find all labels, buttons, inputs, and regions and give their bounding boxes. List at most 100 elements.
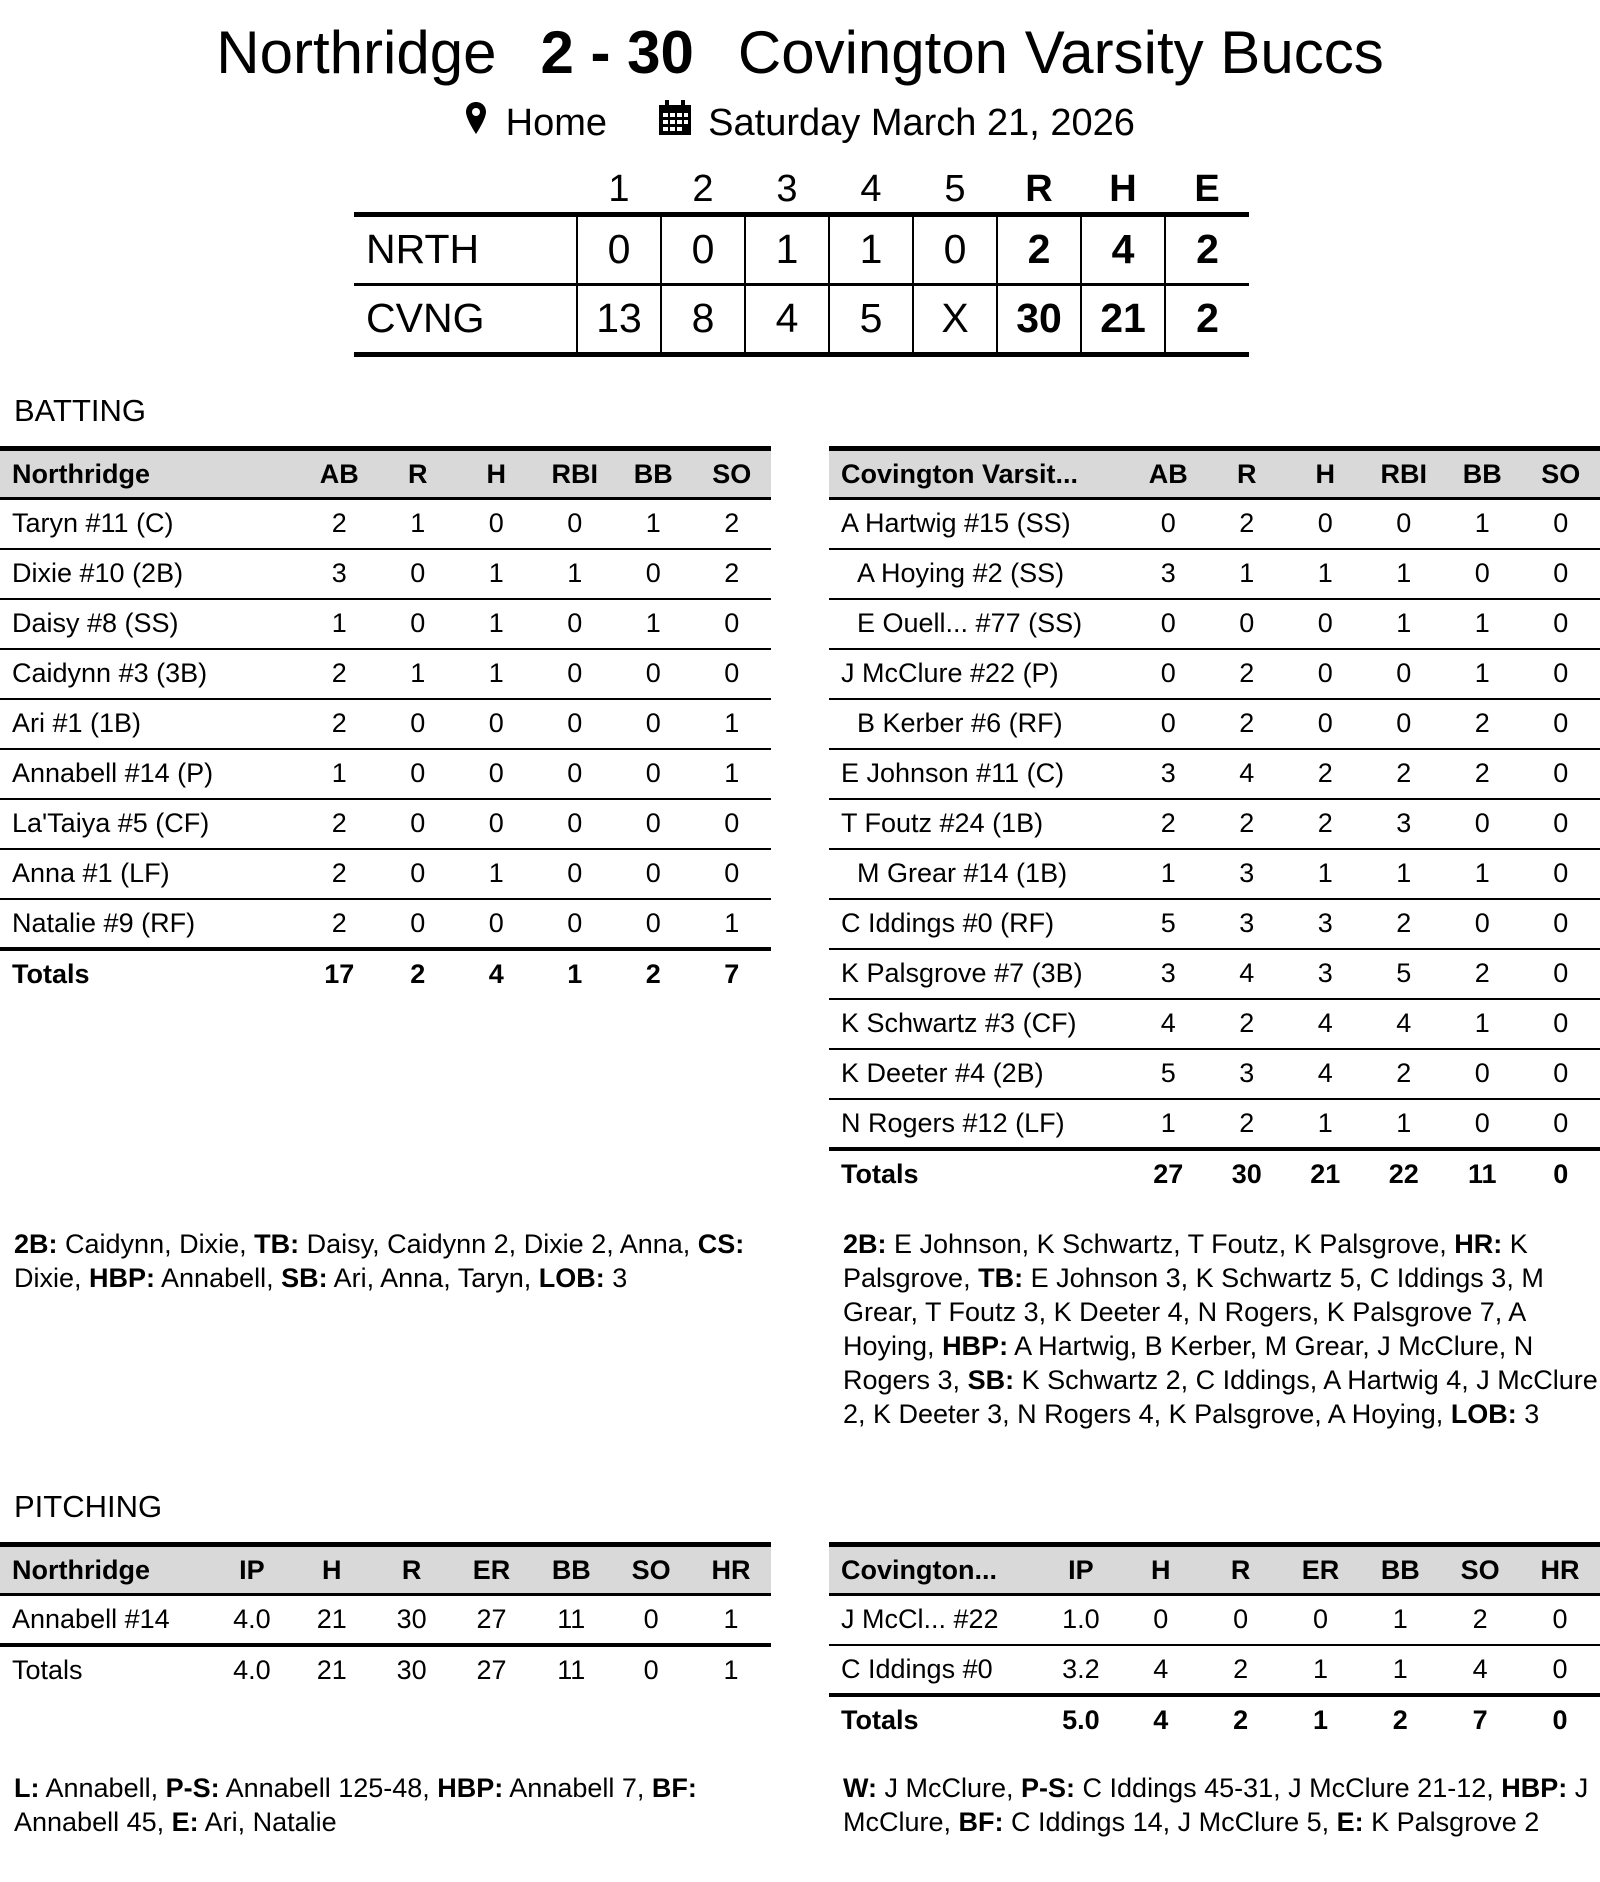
totals-row: Totals 5.0 4 2 1 2 7 0 <box>829 1692 1600 1745</box>
stat-cell: 0 <box>614 648 693 700</box>
stat-cell: 2 <box>1443 698 1522 750</box>
totals-cell: 0 <box>1520 1692 1600 1745</box>
player-name: Natalie #9 (RF) <box>12 907 196 938</box>
stat-cell: 2 <box>692 498 771 550</box>
stat-cell: 0 <box>378 698 457 750</box>
totals-label: Totals <box>829 1146 1129 1199</box>
stat-cell: 0 <box>692 648 771 700</box>
note-label: HBP: <box>89 1263 156 1293</box>
stat-cell: 0 <box>692 798 771 850</box>
totals-cell: 11 <box>1443 1146 1522 1199</box>
player-row: Natalie #9 (RF) 2 0 0 0 0 1 <box>0 899 771 949</box>
total-h: 4 <box>1080 211 1165 286</box>
linescore-column-header: H <box>1109 168 1137 210</box>
table-header: Northridge IP H R ER BB SO HR <box>0 1542 771 1596</box>
player-row: Caidynn #3 (3B) 2 1 1 0 0 0 <box>0 648 771 700</box>
stat-cell: 1 <box>1364 848 1443 900</box>
note-text: K Palsgrove, <box>843 1229 1528 1293</box>
stat-cell: 1 <box>1364 598 1443 650</box>
table-header: Covington Varsit... AB R H RBI BB SO <box>829 446 1600 500</box>
table-header: Covington... IP H R ER BB SO HR <box>829 1542 1600 1596</box>
stat-cell: 3 <box>1207 848 1286 900</box>
column-header: R <box>378 446 457 500</box>
stat-cell: 0 <box>614 698 693 750</box>
note-label: 2B: <box>843 1229 887 1259</box>
stat-cell: 0 <box>645 907 661 938</box>
linescore-column-header: 5 <box>944 168 966 210</box>
stat-cell: 1 <box>1286 548 1365 600</box>
stat-cell: 0 <box>457 698 536 750</box>
stat-cell: 0 <box>410 907 426 938</box>
stat-cell: 1 <box>535 548 614 600</box>
stat-cell: 4 <box>1207 948 1286 1000</box>
stat-cell: 2 <box>692 548 771 600</box>
stat-cell: 0 <box>535 498 614 550</box>
home-batting-table: Covington Varsit... AB R H RBI BB SO A Hartwig … <box>829 446 1600 1199</box>
stat-cell: 0 <box>457 748 536 800</box>
linescore-team: CVNG <box>354 284 577 357</box>
game-date: Saturday March 21, 2026 <box>708 101 1135 144</box>
note-text: J McClure, <box>843 1773 1589 1837</box>
column-header: ER <box>451 1542 532 1596</box>
linescore-row: CVNG 13 8 4 5 X 30 21 2 <box>354 284 1249 357</box>
player-row: Dixie #10 (2B) 3 0 1 1 0 2 <box>0 548 771 600</box>
stat-cell: 1 <box>378 498 457 550</box>
stat-cell: 3 <box>1129 748 1208 800</box>
totals-cell: 17 <box>300 946 379 999</box>
player-row: Annabell #14 (P) 1 0 0 0 0 1 <box>0 748 771 800</box>
totals-cell: 0 <box>1521 1146 1600 1199</box>
player-row: Taryn #11 (C) 2 1 0 0 1 2 <box>0 498 771 550</box>
batting-heading: BATTING <box>14 393 147 428</box>
stat-cell: 0 <box>1364 698 1443 750</box>
stat-cell: 2 <box>300 848 379 900</box>
stat-cell: 1 <box>614 498 693 550</box>
totals-row: Totals 17 2 4 1 2 7 <box>0 946 771 999</box>
stat-cell: 0 <box>1286 698 1365 750</box>
linescore-column-header: 4 <box>860 168 882 210</box>
stat-cell: 0 <box>614 748 693 800</box>
stat-cell: 5 <box>1129 1048 1208 1100</box>
note-label: BF: <box>651 1773 697 1803</box>
player-row: K Deeter #4 (2B) 5 3 4 2 0 0 <box>829 1048 1600 1100</box>
stat-cell: 0 <box>535 648 614 700</box>
stat-cell: 1 <box>1396 1107 1412 1138</box>
totals-label: Totals <box>0 946 300 999</box>
stat-cell: 3 <box>1129 948 1208 1000</box>
stat-cell: 3 <box>1364 798 1443 850</box>
note-label: HBP: <box>942 1331 1009 1361</box>
stat-cell: 2 <box>1286 798 1365 850</box>
team-name-header: Covington... <box>829 1542 1042 1596</box>
note-label: E: <box>1336 1807 1364 1837</box>
player-name: K Palsgrove #7 (3B) <box>829 948 1129 1000</box>
player-row: C Iddings #0 3.2 4 2 1 1 4 0 <box>829 1644 1600 1697</box>
totals-cell: 1 <box>535 946 614 999</box>
note-label: P-S: <box>1021 1773 1076 1803</box>
stat-cell: 0 <box>457 798 536 850</box>
stat-cell: 1 <box>300 748 379 800</box>
stat-cell: 1 <box>614 598 693 650</box>
note-text: Annabell 7, <box>503 1773 652 1803</box>
stat-cell: 1 <box>724 907 740 938</box>
player-row: E Johnson #11 (C) 3 4 2 2 2 0 <box>829 748 1600 800</box>
stat-cell: 2 <box>1364 1048 1443 1100</box>
player-name: K Deeter #4 (2B) <box>829 1048 1129 1100</box>
stat-cell: 1 <box>1129 848 1208 900</box>
stat-cell: 3 <box>300 548 379 600</box>
away-team-name: Northridge <box>216 19 497 86</box>
stat-cell: 4 <box>1286 1048 1365 1100</box>
totals-label: Totals <box>829 1692 1042 1745</box>
stat-cell: 5 <box>1364 948 1443 1000</box>
stat-cell: 0 <box>488 907 504 938</box>
home-pitching-table: Covington... IP H R ER BB SO HR J McCl... #22 1.0… <box>829 1542 1600 1745</box>
linescore-corner <box>354 168 577 214</box>
note-text: Annabell, <box>39 1773 166 1803</box>
stat-cell: 0 <box>1521 798 1600 850</box>
stat-cell: 1 <box>457 548 536 600</box>
note-text: Annabell 45, <box>14 1807 172 1837</box>
note-label: HBP: <box>1501 1773 1568 1803</box>
stat-cell: 0 <box>1280 1594 1361 1646</box>
stat-cell: 0 <box>1521 698 1600 750</box>
stat-cell: 4.0 <box>212 1594 292 1647</box>
stat-cell: 11 <box>531 1594 612 1647</box>
column-header: R <box>1207 446 1286 500</box>
